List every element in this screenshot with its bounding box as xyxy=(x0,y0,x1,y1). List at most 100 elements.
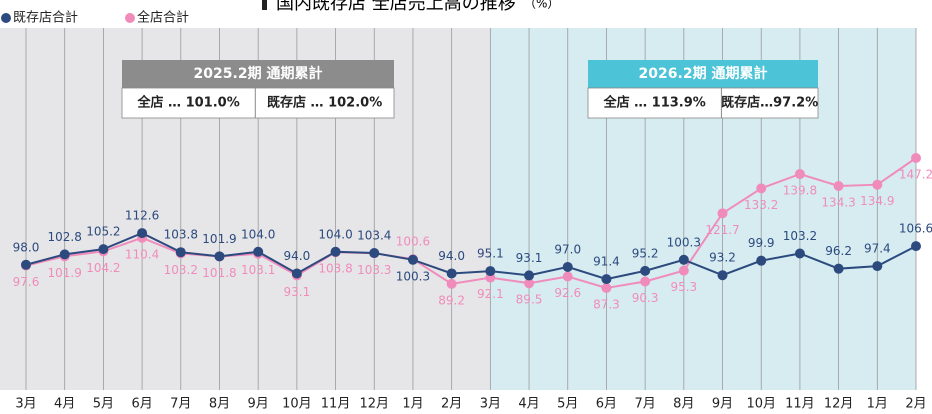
data-point xyxy=(291,268,302,279)
data-point xyxy=(872,261,883,272)
box-title: 2025.2期 通期累計 xyxy=(194,65,323,82)
data-label: 100.6 xyxy=(396,235,430,249)
data-label: 134.9 xyxy=(860,194,894,208)
box-cell: 全店 … 113.9% xyxy=(603,95,706,111)
data-label: 110.4 xyxy=(125,247,159,261)
data-label: 103.8 xyxy=(318,262,352,276)
data-label: 96.2 xyxy=(825,244,852,258)
data-point xyxy=(407,254,418,265)
box-header xyxy=(122,60,394,88)
x-tick-label: 6月 xyxy=(596,397,617,412)
data-point xyxy=(756,183,767,194)
legend-marker xyxy=(125,13,135,23)
x-tick-label: 8月 xyxy=(209,397,230,412)
data-point xyxy=(833,180,844,191)
x-tick-label: 7月 xyxy=(170,397,191,412)
x-tick-label: 9月 xyxy=(248,397,269,412)
data-label: 89.5 xyxy=(516,293,543,307)
data-label: 93.1 xyxy=(516,251,543,265)
data-point xyxy=(446,278,457,289)
series-line xyxy=(25,157,917,290)
x-tick-label: 3月 xyxy=(480,397,501,412)
data-label: 103.1 xyxy=(241,263,275,277)
data-point xyxy=(794,169,805,180)
data-label: 105.2 xyxy=(86,225,120,239)
data-point xyxy=(98,244,109,255)
data-label: 97.6 xyxy=(13,275,40,289)
x-tick-label: 10月 xyxy=(282,397,312,412)
data-label: 100.3 xyxy=(396,269,430,283)
series-line xyxy=(25,231,917,281)
box-cell: 既存店 … 102.0% xyxy=(267,95,382,111)
data-point xyxy=(678,265,689,276)
legend-label: 既存店合計 xyxy=(13,10,78,26)
data-point xyxy=(601,283,612,293)
data-point xyxy=(717,208,728,219)
x-tick-label: 4月 xyxy=(518,397,539,412)
data-label: 104.0 xyxy=(318,227,352,241)
x-tick-label: 9月 xyxy=(712,397,733,412)
x-tick-label: 1月 xyxy=(402,397,423,412)
box-cell: 全店 … 101.0% xyxy=(137,95,240,111)
data-point xyxy=(911,153,921,163)
data-point xyxy=(640,276,651,287)
data-point xyxy=(640,265,651,276)
data-label: 95.2 xyxy=(632,246,659,260)
data-point xyxy=(214,251,225,262)
data-label: 94.0 xyxy=(438,249,465,263)
data-label: 99.9 xyxy=(748,236,775,250)
box-header xyxy=(588,60,818,88)
data-label: 147.2 xyxy=(899,168,932,182)
data-point xyxy=(794,248,805,259)
data-label: 101.8 xyxy=(202,266,236,280)
data-point xyxy=(717,270,728,281)
unit: （%） xyxy=(524,0,559,11)
data-label: 102.8 xyxy=(48,230,82,244)
data-label: 121.7 xyxy=(705,223,739,237)
data-label: 103.4 xyxy=(357,229,391,243)
data-label: 97.4 xyxy=(864,242,891,256)
data-label: 101.9 xyxy=(202,232,236,246)
x-tick-label: 12月 xyxy=(359,397,389,412)
data-label: 94.0 xyxy=(284,249,311,263)
data-point xyxy=(756,255,767,266)
data-point xyxy=(253,246,264,257)
data-label: 93.1 xyxy=(284,285,311,299)
x-tick-label: 2月 xyxy=(441,397,462,412)
data-point xyxy=(562,261,573,272)
data-label: 103.3 xyxy=(357,263,391,277)
data-label: 101.9 xyxy=(48,266,82,280)
data-label: 92.6 xyxy=(554,286,581,300)
data-point xyxy=(872,179,883,190)
data-label: 89.2 xyxy=(438,293,465,307)
legend-label: 全店合計 xyxy=(137,10,189,26)
box-title: 2026.2期 通期累計 xyxy=(639,65,768,82)
data-label: 104.0 xyxy=(241,227,275,241)
x-tick-label: 5月 xyxy=(557,397,578,412)
chart-title: 国内既存店 全店売上高の推移 xyxy=(276,0,516,14)
data-label: 106.6 xyxy=(899,222,932,236)
data-point xyxy=(601,274,612,285)
title-bar xyxy=(262,0,267,10)
data-point xyxy=(911,241,921,252)
legend-marker xyxy=(1,13,11,23)
data-label: 92.1 xyxy=(477,287,504,301)
data-point xyxy=(369,248,380,259)
x-tick-label: 11月 xyxy=(785,397,815,412)
data-label: 103.8 xyxy=(164,228,198,242)
data-point xyxy=(175,247,186,258)
data-point xyxy=(446,268,457,279)
data-point xyxy=(137,228,148,239)
data-point xyxy=(524,278,535,289)
data-label: 100.3 xyxy=(667,235,701,249)
box-cell: 既存店…97.2% xyxy=(721,95,818,111)
x-tick-label: 5月 xyxy=(93,397,114,412)
data-label: 95.1 xyxy=(477,247,504,261)
x-tick-label: 2月 xyxy=(905,397,926,412)
data-label: 104.2 xyxy=(86,261,120,275)
data-label: 139.8 xyxy=(783,184,817,198)
data-point xyxy=(524,270,535,281)
x-tick-label: 3月 xyxy=(15,397,36,412)
data-label: 103.2 xyxy=(783,229,817,243)
